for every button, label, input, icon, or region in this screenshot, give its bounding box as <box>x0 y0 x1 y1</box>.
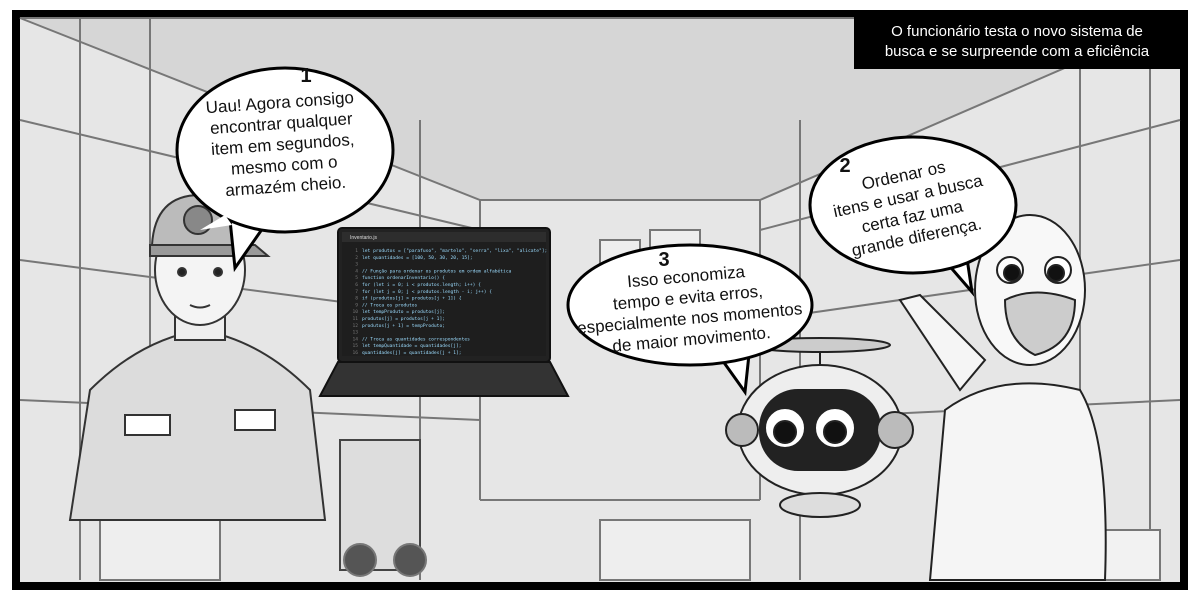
robot <box>725 337 914 518</box>
caption-line: busca e se surpreende com a eficiência <box>885 43 1150 60</box>
line-number: 7 <box>355 289 358 295</box>
code-line: // Troca os produtos <box>362 302 418 308</box>
line-number: 4 <box>355 268 358 274</box>
code-line: // Função para ordenar os produtos em or… <box>362 267 512 274</box>
code-line: let quantidades = [100, 50, 30, 20, 15]; <box>362 255 473 261</box>
line-number: 3 <box>355 262 358 268</box>
line-number: 13 <box>352 330 358 336</box>
caption-box <box>854 15 1182 69</box>
code-line: produtos[j] = produtos[j + 1]; <box>362 316 445 322</box>
code-line: quantidades[j] = quantidades[j + 1]; <box>362 350 462 356</box>
bubble-number: 1 <box>300 65 311 87</box>
line-number: 6 <box>355 282 358 288</box>
code-line: let tempQuantidade = quantidades[j]; <box>362 343 462 349</box>
bubble <box>566 243 814 367</box>
caption: O funcionário testa o novo sistema de bus… <box>885 23 1150 60</box>
line-number: 16 <box>352 350 358 356</box>
bubble-number: 3 <box>658 249 669 271</box>
duck <box>898 214 1107 581</box>
line-number: 15 <box>352 343 358 349</box>
laptop: Inventario.js 1 let produtos = ["parafuso… <box>318 227 570 397</box>
line-number: 10 <box>352 309 358 315</box>
line-number: 11 <box>352 316 358 322</box>
editor-tab: Inventario.js <box>350 235 377 241</box>
code-line: produtos[j + 1] = tempProduto; <box>362 323 445 329</box>
code-line: // Troca as quantidades correspondentes <box>362 336 470 342</box>
line-number: 9 <box>355 302 358 308</box>
bubble <box>808 135 1018 275</box>
code-line: function ordenarInventario() { <box>362 275 445 281</box>
line-number: 2 <box>355 255 358 261</box>
code-line: for (let i = 0; i < produtos.length; i++… <box>362 282 481 288</box>
caption-line: O funcionário testa o novo sistema de <box>891 23 1143 40</box>
line-number: 12 <box>352 323 358 329</box>
code-line: let tempProduto = produtos[j]; <box>362 309 445 315</box>
worker <box>68 193 327 521</box>
code-line: let produtos = ["parafuso", "martelo", "… <box>362 248 547 254</box>
line-number: 1 <box>355 248 358 254</box>
line-number: 14 <box>352 336 358 342</box>
code-line: for (let j = 0; j < produtos.length - i;… <box>362 289 492 295</box>
bubble <box>175 66 395 234</box>
line-number: 5 <box>355 275 358 281</box>
code-line: if (produtos[j] > produtos[j + 1]) { <box>362 296 462 302</box>
line-number: 8 <box>355 296 358 302</box>
bubble-number: 2 <box>839 155 850 177</box>
code-block: 1 let produtos = ["parafuso", "martelo", … <box>352 248 547 356</box>
